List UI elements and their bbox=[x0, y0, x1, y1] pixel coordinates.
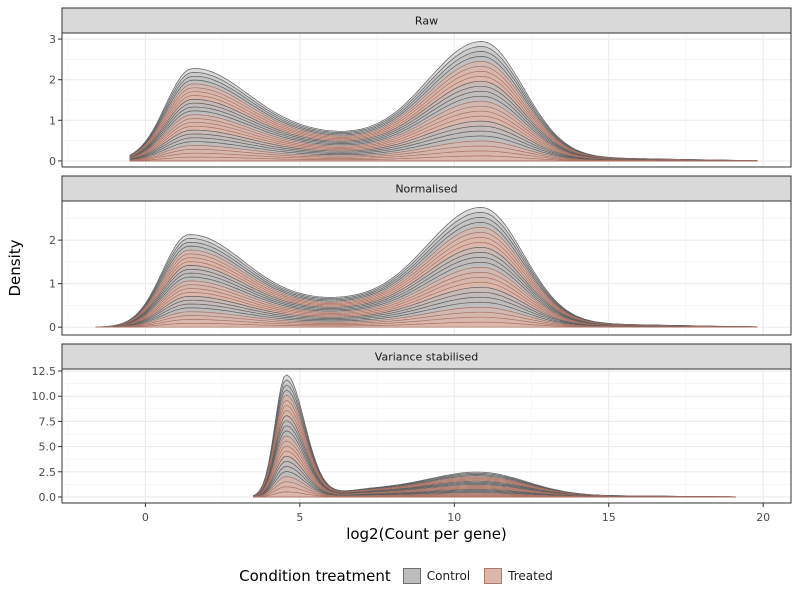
y-tick-label: 5.0 bbox=[39, 441, 57, 454]
x-axis-title: log2(Count per gene) bbox=[346, 525, 507, 543]
panel-0: Raw 0 1 2 3 bbox=[49, 7, 792, 168]
y-tick-label: 0 bbox=[49, 155, 56, 168]
x-tick-label: 0 bbox=[142, 511, 149, 524]
y-tick-label: 12.5 bbox=[32, 365, 57, 378]
facet-strip-label: Variance stabilised bbox=[375, 351, 478, 364]
y-tick-label: 0 bbox=[49, 321, 56, 334]
legend-title: Condition treatment bbox=[239, 567, 391, 585]
y-tick-label: 1 bbox=[49, 114, 56, 127]
density-facet-chart: Raw 0 1 2 3 Normalised 0 1 2 Variance stabilised 0… bbox=[6, 7, 792, 543]
legend: Condition treatment Control Treated bbox=[0, 562, 800, 590]
panel-1: Normalised 0 1 2 bbox=[49, 175, 792, 336]
y-tick-label: 2 bbox=[49, 234, 56, 247]
y-axis-title: Density bbox=[6, 239, 24, 296]
panel-2: Variance stabilised 0.0 2.5 5.0 7.5 10.0 12.5 bbox=[32, 343, 792, 504]
facet-strip-label: Normalised bbox=[395, 183, 457, 196]
x-tick-label: 10 bbox=[447, 511, 461, 524]
facet-strip bbox=[61, 7, 792, 34]
x-tick-label: 5 bbox=[296, 511, 303, 524]
y-tick-label: 3 bbox=[49, 33, 56, 46]
density-curve-treated bbox=[96, 321, 758, 328]
y-tick-label: 1 bbox=[49, 278, 56, 291]
legend-key-treated bbox=[484, 568, 503, 584]
y-tick-label: 7.5 bbox=[39, 415, 57, 428]
density-curve-treated bbox=[129, 155, 757, 162]
y-tick-label: 2 bbox=[49, 74, 56, 87]
facet-strip bbox=[61, 175, 792, 202]
facet-strip bbox=[61, 343, 792, 370]
x-tick-label: 20 bbox=[756, 511, 770, 524]
density-curve-treated bbox=[253, 491, 736, 498]
x-tick-label: 15 bbox=[602, 511, 616, 524]
y-tick-label: 10.0 bbox=[32, 390, 57, 403]
legend-key-control bbox=[402, 568, 421, 584]
y-tick-label: 0.0 bbox=[39, 491, 57, 504]
y-tick-label: 2.5 bbox=[39, 466, 57, 479]
legend-label-control: Control bbox=[426, 569, 471, 583]
legend-label-treated: Treated bbox=[508, 569, 553, 583]
facet-strip-label: Raw bbox=[415, 15, 438, 28]
